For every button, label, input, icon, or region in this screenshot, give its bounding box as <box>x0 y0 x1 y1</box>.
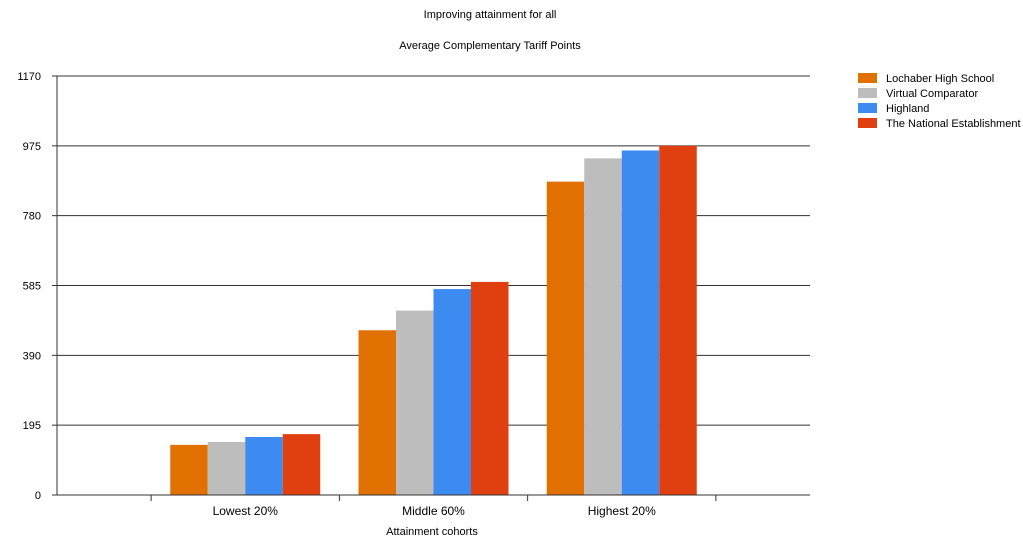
bar <box>170 444 208 495</box>
legend-label: Virtual Comparator <box>886 88 978 100</box>
bars <box>170 145 697 496</box>
bar <box>584 158 622 495</box>
y-tick-label: 0 <box>35 490 41 502</box>
bar <box>546 181 585 495</box>
bar <box>659 145 697 496</box>
legend-swatch <box>858 73 877 83</box>
legend-swatch <box>858 88 877 98</box>
y-axis-ticks: 0 195 390 585 780 975 1170 <box>17 71 57 502</box>
x-axis-label: Attainment cohorts <box>386 526 478 538</box>
legend-label: Lochaber High School <box>886 73 994 85</box>
legend-label: The National Establishment <box>886 118 1021 130</box>
x-category-label: Middle 60% <box>402 504 465 518</box>
axes <box>56 76 810 496</box>
legend-label: Highland <box>886 103 929 115</box>
legend-swatch <box>858 118 877 128</box>
y-tick-label: 1170 <box>17 71 41 83</box>
y-tick-label: 975 <box>23 141 41 153</box>
bar <box>207 441 246 495</box>
x-category-label: Lowest 20% <box>213 504 279 518</box>
bar <box>471 281 509 495</box>
bar <box>433 289 471 495</box>
chart-subtitle: Average Complementary Tariff Points <box>399 40 581 52</box>
legend-swatch <box>858 103 877 113</box>
y-tick-label: 780 <box>23 211 41 223</box>
bar <box>282 434 321 495</box>
bar <box>396 310 434 495</box>
legend: Lochaber High School Virtual Comparator Hi… <box>858 73 1021 130</box>
chart-title: Improving attainment for all <box>424 9 557 21</box>
bar <box>358 330 396 495</box>
y-tick-label: 390 <box>23 350 41 362</box>
x-axis-categories: Lowest 20% Middle 60% Highest 20% <box>150 495 717 518</box>
y-tick-label: 585 <box>23 281 41 293</box>
y-tick-label: 195 <box>23 420 41 432</box>
bar <box>245 436 283 495</box>
bar <box>621 150 660 495</box>
x-category-label: Highest 20% <box>588 504 656 518</box>
